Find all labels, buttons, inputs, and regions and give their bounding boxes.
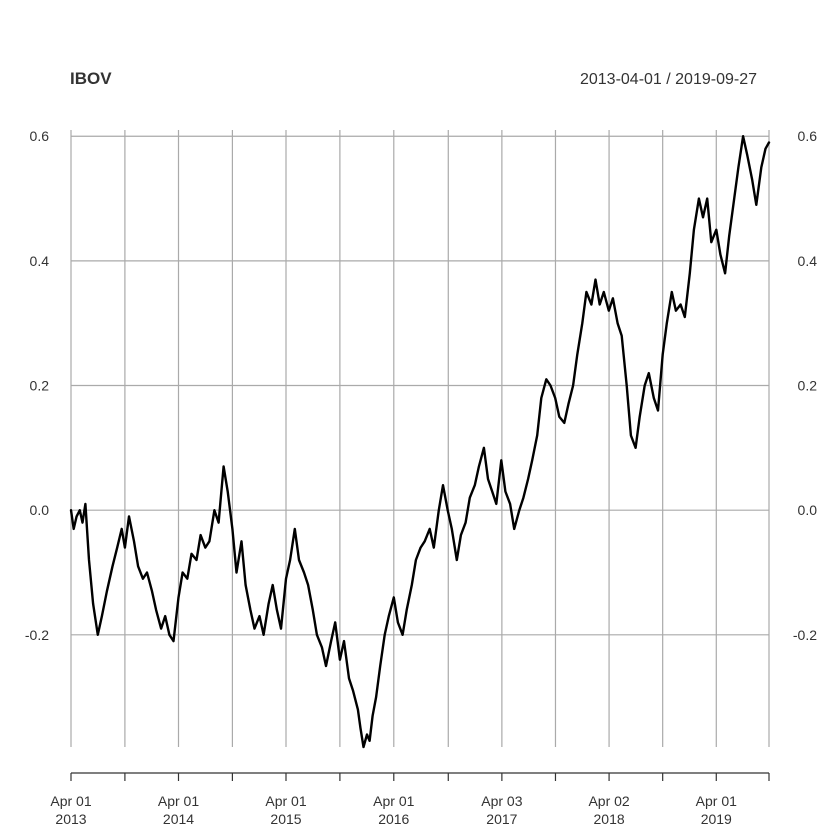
grid: [70, 130, 770, 747]
x-axis: Apr 01 2013 Apr 01 2014 Apr 01 2015 Apr 01 2016…: [50, 772, 770, 827]
y-tick-label-right: 0.2: [798, 378, 818, 394]
y-tick-label-left: 0.2: [30, 378, 50, 394]
x-tick-year-label: 2018: [594, 811, 625, 827]
chart-date-range: 2013-04-01 / 2019-09-27: [580, 71, 757, 88]
y-axis-right: 0.6 0.4 0.2 0.0 -0.2: [793, 128, 817, 643]
x-tick-label: Apr 03: [481, 793, 522, 809]
x-tick-year-label: 2016: [378, 811, 409, 827]
y-tick-label-left: -0.2: [25, 627, 49, 643]
x-tick-label: Apr 01: [696, 793, 737, 809]
x-tick-label: Apr 01: [373, 793, 414, 809]
y-tick-label-left: 0.4: [30, 253, 50, 269]
y-axis-left: 0.6 0.4 0.2 0.0 -0.2: [25, 128, 49, 643]
x-tick-year-label: 2015: [270, 811, 301, 827]
y-tick-label-left: 0.6: [30, 128, 50, 144]
x-tick-label: Apr 01: [265, 793, 306, 809]
chart-title: IBOV: [70, 69, 112, 88]
series-line: [69, 135, 771, 749]
y-tick-label-right: -0.2: [793, 627, 817, 643]
y-tick-label-right: 0.0: [798, 502, 818, 518]
x-tick-year-label: 2017: [486, 811, 517, 827]
x-tick-label: Apr 01: [158, 793, 199, 809]
series-layer: [69, 135, 771, 749]
x-tick-year-label: 2019: [701, 811, 732, 827]
x-tick-label: Apr 01: [50, 793, 91, 809]
y-tick-label-right: 0.6: [798, 128, 818, 144]
x-tick-year-label: 2014: [163, 811, 194, 827]
x-tick-label: Apr 02: [588, 793, 629, 809]
y-tick-label-right: 0.4: [798, 253, 818, 269]
x-tick-year-label: 2013: [55, 811, 86, 827]
y-tick-label-left: 0.0: [30, 502, 50, 518]
